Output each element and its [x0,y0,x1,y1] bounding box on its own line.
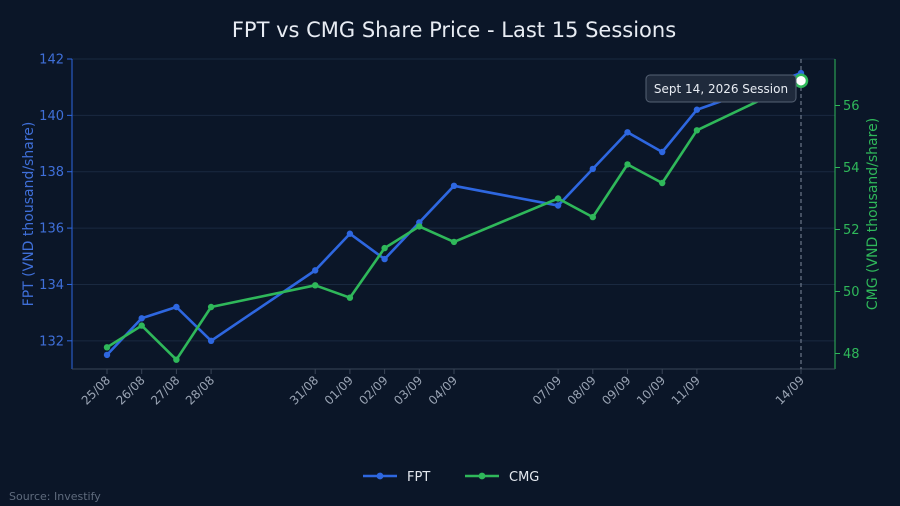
data-point-cmg[interactable] [416,223,423,230]
data-point-cmg[interactable] [312,282,319,289]
x-tick-label: 28/08 [183,373,217,407]
x-tick-label: 03/09 [391,373,425,407]
x-tick-label: 14/09 [773,373,807,407]
x-tick-label: 27/08 [148,373,182,407]
x-tick-label: 04/09 [426,373,460,407]
data-point-cmg[interactable] [659,179,666,187]
data-point-cmg[interactable] [589,213,596,221]
legend-swatch-marker [478,472,486,480]
x-tick-label: 07/09 [530,373,564,407]
data-point-fpt[interactable] [207,337,215,345]
gridlines [72,58,835,342]
left-axis-ticks: 132 134 136 138 140 142 [39,53,72,349]
hover-tooltip: Sept 14, 2026 Session [645,74,797,103]
data-point-cmg[interactable] [381,244,388,252]
left-tick-label: 142 [39,53,64,68]
right-tick-label: 50 [843,285,860,300]
source-note: Source: Investify [9,490,101,503]
data-point-fpt[interactable] [450,182,458,190]
data-point-fpt[interactable] [346,230,354,237]
legend-label: FPT [407,470,430,485]
x-tick-label: 02/09 [356,373,390,407]
data-point-fpt[interactable] [693,106,701,113]
data-point-fpt[interactable] [138,315,145,322]
left-tick-label: 138 [39,165,64,180]
data-point-fpt[interactable] [103,351,111,359]
data-point-fpt[interactable] [624,129,631,136]
highlighted-point[interactable] [793,73,809,88]
left-tick-label: 134 [39,278,64,293]
x-axis-ticks: 25/08 26/08 27/08 28/08 31/08 01/09 02/09 03/09… [79,369,807,408]
tooltip-box [645,74,797,103]
series-layer [103,69,809,363]
data-point-cmg[interactable] [207,303,215,311]
data-point-cmg[interactable] [624,161,631,168]
data-point-cmg[interactable] [346,294,354,301]
right-tick-label: 54 [843,161,860,176]
data-point-fpt[interactable] [659,148,666,156]
right-tick-label: 52 [843,223,860,238]
series-cmg [103,77,805,363]
right-tick-label: 48 [843,347,860,362]
series-fpt [103,69,805,359]
x-tick-label: 08/09 [565,373,599,407]
x-tick-label: 01/09 [322,373,356,407]
data-point-fpt[interactable] [381,255,388,263]
tooltip-text: Sept 14, 2026 Session [654,82,788,96]
data-point-fpt[interactable] [173,303,180,311]
data-point-fpt[interactable] [312,267,319,274]
left-tick-label: 136 [39,222,64,237]
data-point-cmg[interactable] [138,322,145,329]
series-line-cmg [106,79,802,362]
axes [71,59,836,370]
x-tick-label: 09/09 [599,373,633,407]
x-tick-label: 26/08 [113,373,147,407]
data-point-cmg[interactable] [554,195,562,202]
data-point-fpt[interactable] [554,202,562,209]
data-point-fpt[interactable] [589,165,596,173]
data-point-cmg[interactable] [103,344,111,351]
left-tick-label: 132 [39,334,64,349]
x-tick-label: 25/08 [79,373,113,407]
data-point-cmg[interactable] [173,356,180,363]
left-axis-title: FPT (VND thousand/share) [21,122,37,307]
legend-item-cmg[interactable]: CMG [465,470,539,485]
x-tick-label: 11/09 [669,373,703,407]
legend: FPT CMG [363,470,539,485]
right-axis-ticks: 48 50 52 54 56 [835,99,860,362]
legend-label: CMG [509,470,539,485]
legend-item-fpt[interactable]: FPT [363,470,430,485]
right-tick-label: 56 [843,99,860,114]
x-tick-label: 10/09 [634,373,668,407]
x-tick-label: 31/08 [287,373,321,407]
right-axis-title: CMG (VND thousand/share) [865,118,881,310]
chart-title: FPT vs CMG Share Price - Last 15 Session… [232,18,676,42]
left-tick-label: 140 [39,109,64,124]
data-point-cmg[interactable] [450,238,458,246]
legend-swatch-marker [376,472,384,480]
data-point-cmg[interactable] [693,127,701,134]
